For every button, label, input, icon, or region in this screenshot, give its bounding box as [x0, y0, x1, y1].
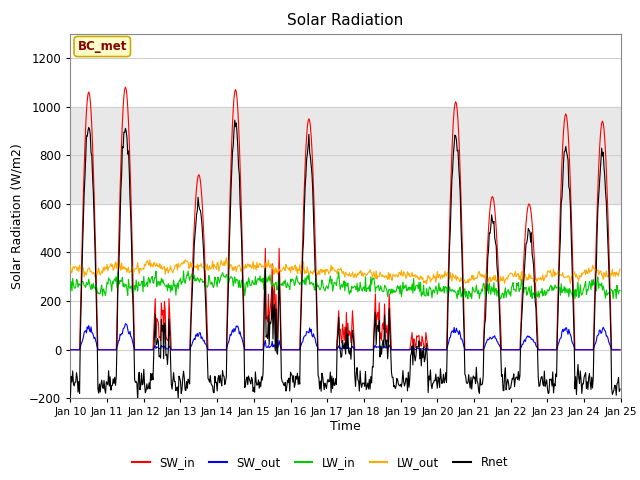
- Legend: SW_in, SW_out, LW_in, LW_out, Rnet: SW_in, SW_out, LW_in, LW_out, Rnet: [127, 452, 513, 474]
- X-axis label: Time: Time: [330, 420, 361, 433]
- Text: BC_met: BC_met: [77, 40, 127, 53]
- Y-axis label: Solar Radiation (W/m2): Solar Radiation (W/m2): [11, 143, 24, 289]
- Bar: [70, 107, 621, 204]
- Title: Solar Radiation: Solar Radiation: [287, 13, 404, 28]
